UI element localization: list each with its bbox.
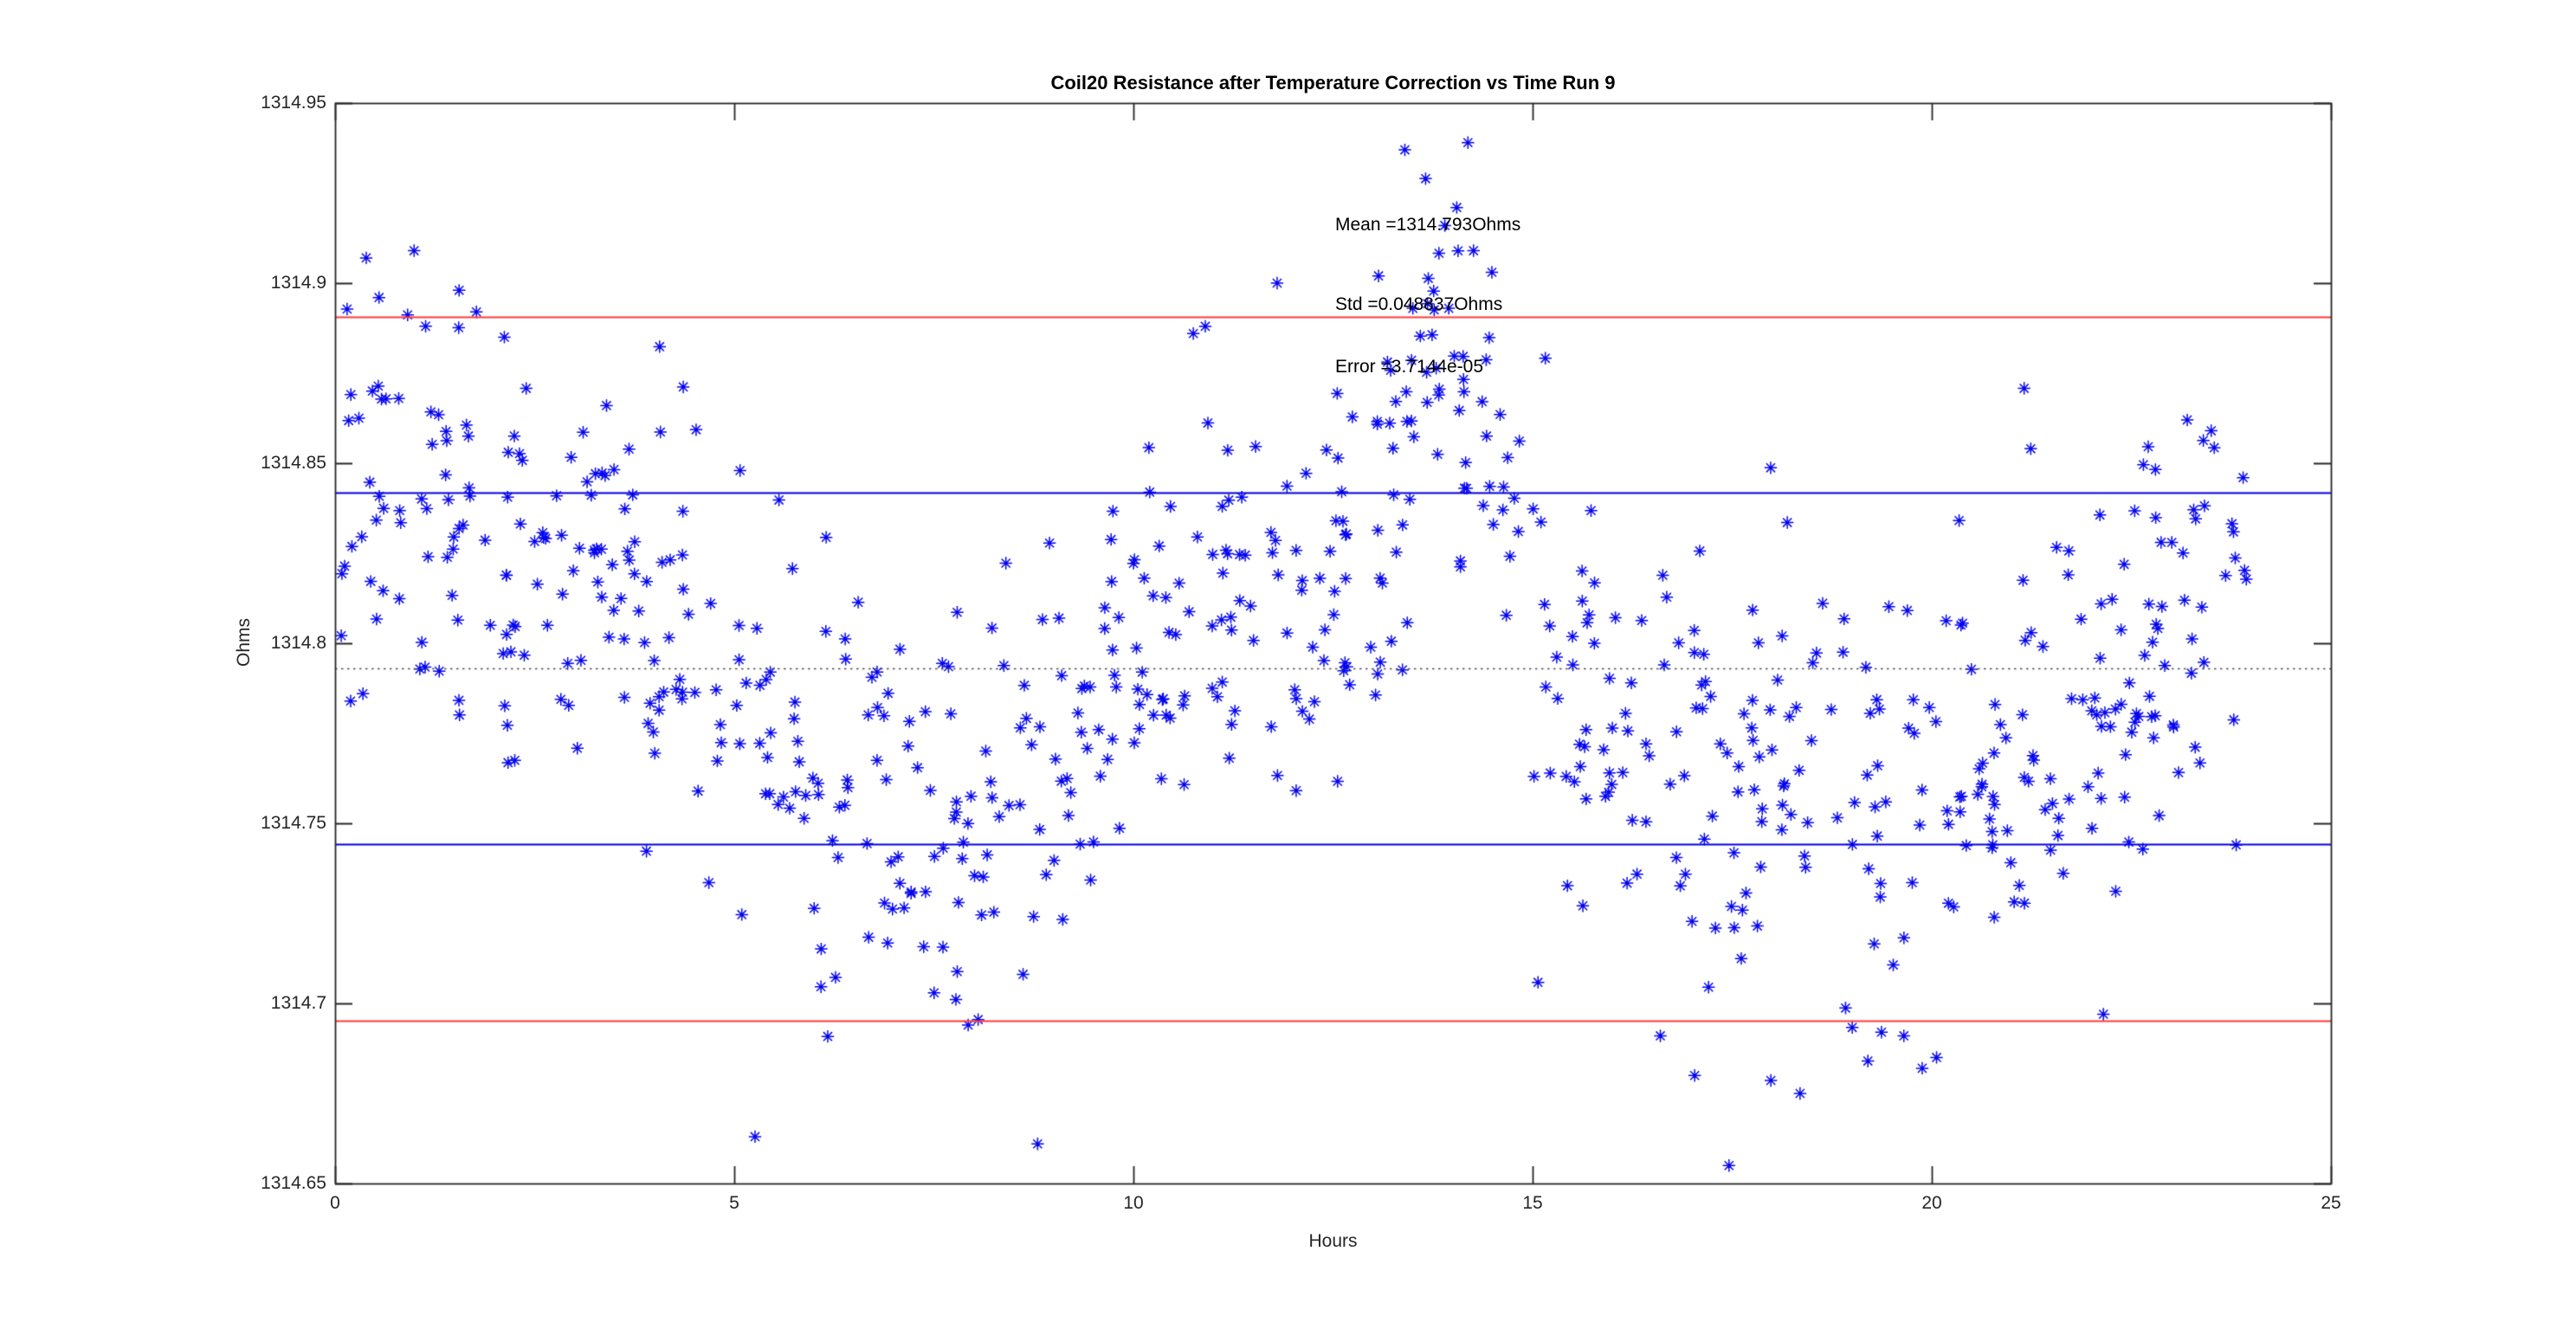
x-tick-label: 20 [1921,1193,1942,1213]
x-axis-label: Hours [1308,1231,1358,1251]
annotation-std-error: Std =0.048837Ohms Error =3.7144e-05 [1335,253,1502,419]
annotation-std: Std =0.048837Ohms [1335,294,1503,314]
x-tick-label: 25 [2321,1193,2341,1213]
y-tick-label: 1314.95 [261,93,326,113]
y-tick-label: 1314.8 [270,633,326,653]
annotation-error: Error =3.7144e-05 [1335,357,1484,377]
annotation-mean: Mean =1314.793Ohms [1335,215,1521,235]
y-tick-label: 1314.75 [261,813,326,833]
x-tick-label: 5 [729,1193,739,1213]
y-tick-label: 1314.65 [261,1173,326,1193]
y-tick-label: 1314.9 [270,273,326,293]
y-tick-label: 1314.7 [270,993,326,1013]
x-tick-label: 15 [1522,1193,1543,1213]
x-tick-label: 0 [330,1193,340,1213]
y-tick-label: 1314.85 [261,453,326,473]
chart-title: Coil20 Resistance after Temperature Corr… [1050,72,1616,94]
x-tick-label: 10 [1123,1193,1144,1213]
